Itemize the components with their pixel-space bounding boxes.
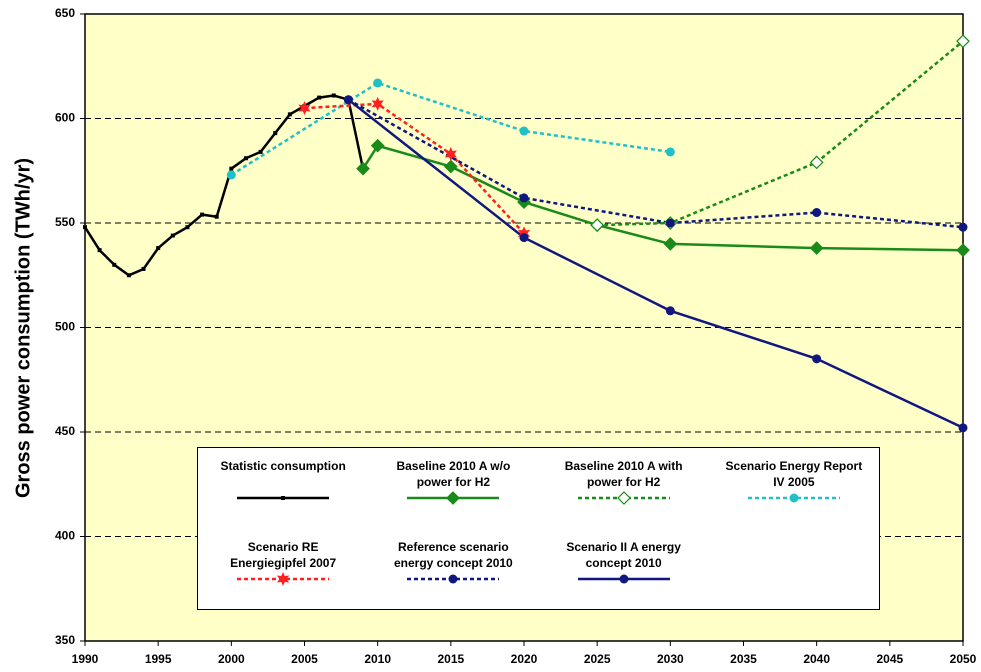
legend-swatch [407, 574, 500, 583]
marker [665, 306, 675, 316]
marker [812, 208, 822, 218]
marker [958, 222, 968, 232]
x-tick-label: 2045 [876, 652, 903, 666]
marker [281, 496, 286, 500]
legend-entry: Scenario II A energy concept 2010 [539, 529, 709, 610]
marker [83, 225, 87, 230]
x-tick-label: 2030 [657, 652, 684, 666]
series-line [83, 94, 365, 277]
marker [809, 241, 824, 255]
x-tick-label: 2025 [584, 652, 611, 666]
marker [287, 112, 292, 117]
x-tick-label: 2000 [218, 652, 245, 666]
legend-label: Statistic consumption [220, 459, 346, 473]
marker [156, 246, 161, 251]
marker [619, 574, 629, 583]
marker [519, 233, 529, 243]
marker [443, 159, 458, 174]
y-tick-label: 350 [55, 633, 75, 647]
marker [229, 166, 234, 171]
legend-label: Baseline 2010 A w/o power for H2 [396, 459, 511, 489]
x-tick-label: 2035 [730, 652, 757, 666]
marker [370, 138, 385, 153]
x-tick-label: 2050 [950, 652, 977, 666]
marker [789, 493, 799, 503]
y-tick-label: 500 [55, 320, 75, 334]
marker [141, 266, 146, 271]
marker [298, 101, 311, 116]
marker [126, 273, 131, 278]
marker [812, 354, 822, 364]
x-tick-label: 2005 [291, 652, 318, 666]
marker [956, 243, 970, 258]
legend-label: Reference scenario energy concept 2010 [394, 539, 513, 570]
series-line [361, 144, 964, 252]
legend-swatch [237, 496, 330, 500]
marker [185, 225, 190, 230]
series-line [230, 81, 671, 176]
legend-entry: Reference scenario energy concept 2010 [368, 529, 538, 610]
marker [446, 491, 461, 505]
series-line [597, 40, 964, 227]
marker [273, 131, 278, 136]
x-tick-label: 2020 [511, 652, 538, 666]
marker [373, 78, 383, 88]
legend-entry: Scenario RE Energiegipfel 2007 [198, 529, 368, 610]
legend-entry: Baseline 2010 A with power for H2 [539, 448, 709, 529]
marker [616, 491, 631, 505]
legend-entry: Baseline 2010 A w/o power for H2 [368, 448, 538, 529]
y-tick-label: 450 [55, 424, 75, 438]
marker [97, 248, 102, 253]
legend-swatch [577, 574, 670, 583]
marker [958, 423, 968, 433]
marker [258, 149, 263, 154]
legend-swatch [577, 491, 670, 505]
marker [519, 126, 529, 136]
marker [444, 147, 457, 161]
x-tick-label: 2040 [803, 652, 830, 666]
x-tick-label: 2010 [364, 652, 391, 666]
legend-swatch [747, 493, 840, 503]
x-tick-label: 2015 [437, 652, 464, 666]
y-tick-label: 550 [55, 215, 75, 229]
marker [277, 571, 290, 586]
x-tick-label: 1990 [72, 652, 99, 666]
legend-label: Scenario RE Energiegipfel 2007 [230, 539, 337, 570]
y-tick-label: 400 [55, 529, 75, 543]
marker [226, 170, 236, 180]
series-line [347, 98, 964, 229]
marker [343, 95, 353, 105]
marker [590, 218, 605, 232]
marker [243, 156, 248, 161]
x-tick-label: 1995 [145, 652, 172, 666]
marker [663, 237, 678, 251]
legend-swatch [237, 571, 330, 586]
y-axis-label: Gross power consumption (TWh/yr) [12, 158, 34, 498]
legend-entry: Scenario Energy Report IV 2005 [709, 448, 879, 529]
marker [956, 34, 970, 49]
marker [665, 147, 675, 157]
marker [356, 161, 370, 176]
y-tick-label: 650 [55, 6, 75, 20]
marker [317, 95, 322, 100]
y-tick-label: 600 [55, 111, 75, 125]
marker [809, 155, 824, 170]
series-line [304, 102, 525, 235]
marker [665, 218, 675, 228]
marker [519, 193, 529, 203]
marker [112, 262, 117, 267]
marker [214, 214, 219, 219]
marker [371, 96, 384, 111]
marker [331, 93, 336, 98]
marker [200, 212, 205, 217]
marker [170, 233, 175, 238]
legend-label: Scenario Energy Report IV 2005 [725, 459, 863, 489]
legend-label: Scenario II A energy concept 2010 [566, 539, 681, 570]
marker [448, 574, 458, 583]
legend-entry: Statistic consumption [198, 448, 368, 529]
legend-swatch [407, 491, 500, 505]
legend: Statistic consumption Baseline 2010 A w/o… [197, 447, 880, 610]
legend-label: Baseline 2010 A with power for H2 [564, 459, 683, 489]
